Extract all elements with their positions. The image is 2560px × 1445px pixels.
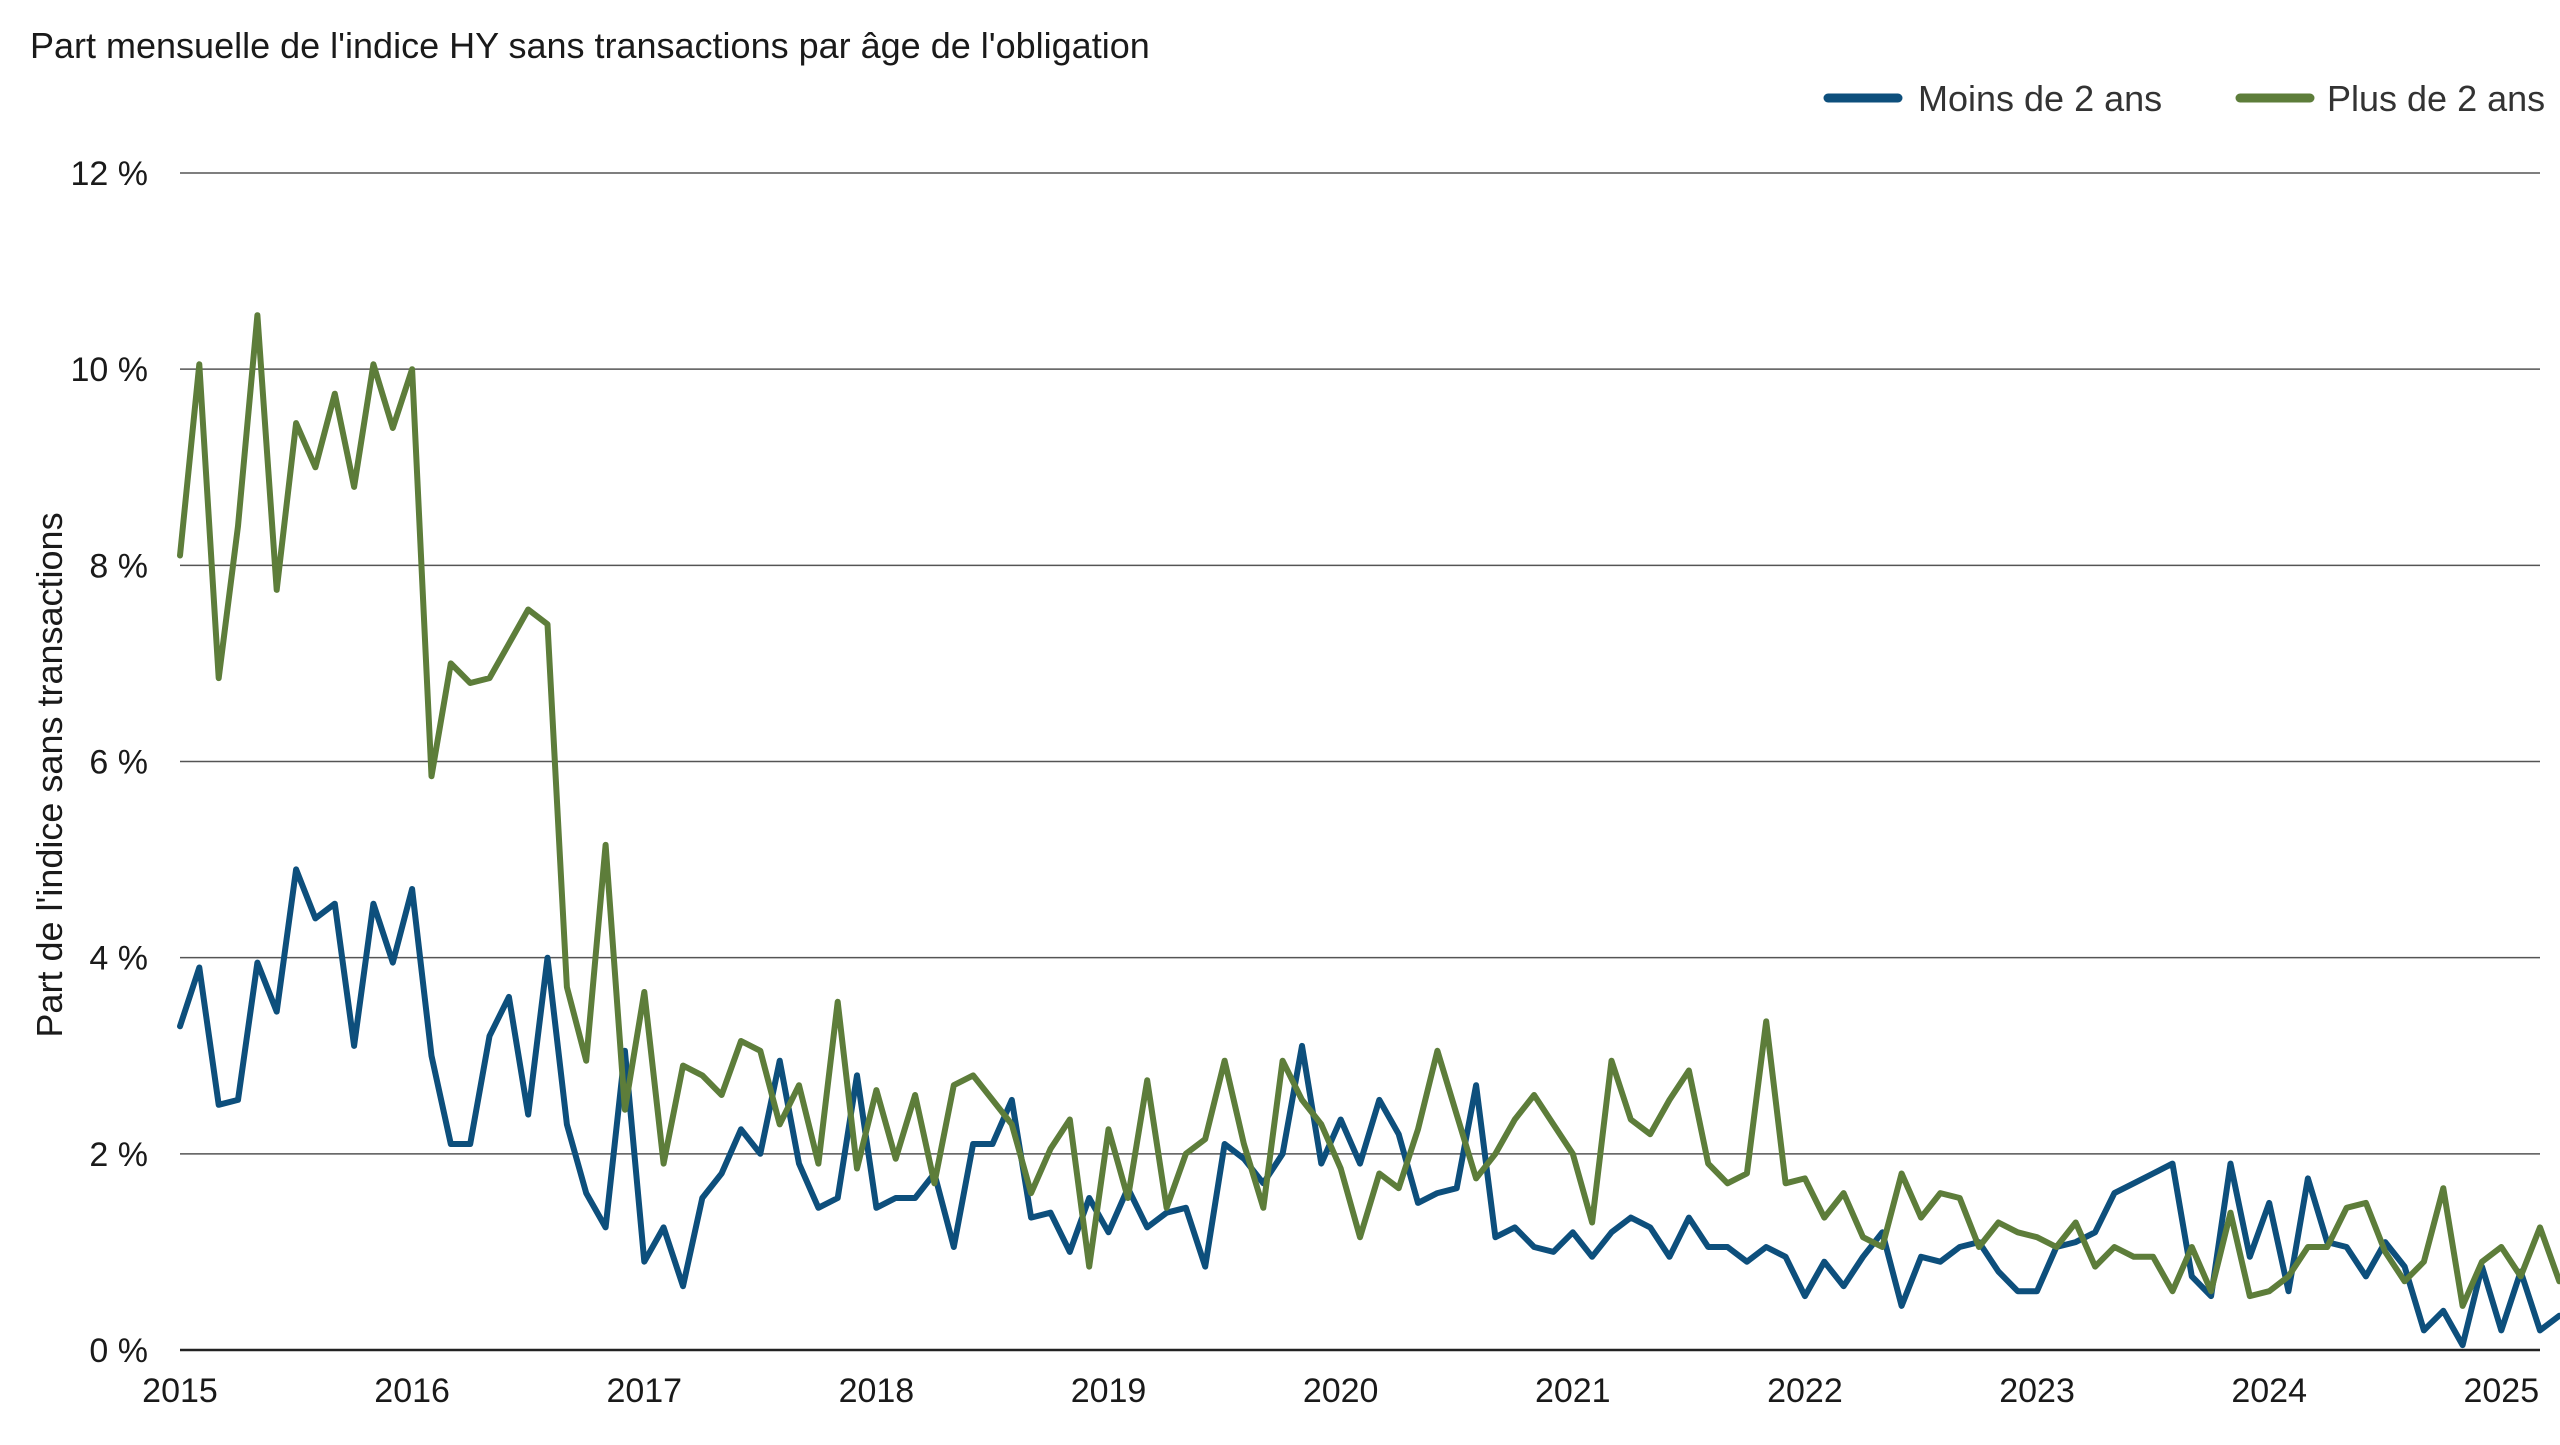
- series-line-plus-de-2-ans: [177, 312, 2560, 1309]
- legend-label-moins-de-2-ans: Moins de 2 ans: [1918, 78, 2162, 119]
- y-tick-label: 10 %: [71, 351, 149, 389]
- x-tick-label: 2021: [1535, 1372, 1611, 1410]
- x-tick-label: 2015: [142, 1372, 218, 1410]
- x-tick-label: 2022: [1767, 1372, 1843, 1410]
- y-tick-label: 2 %: [89, 1136, 148, 1174]
- y-tick-label: 8 %: [89, 547, 148, 585]
- y-tick-label: 12 %: [71, 155, 149, 193]
- x-axis-ticks: 2015 2016 2017 2018 2019 2020 2021 2022 2023 2024…: [142, 1372, 2539, 1410]
- x-tick-label: 2024: [2231, 1372, 2307, 1410]
- series-line-moins-de-2-ans: [177, 866, 2560, 1349]
- y-axis-label: Part de l'indice sans transactions: [29, 512, 70, 1037]
- x-tick-label: 2023: [1999, 1372, 2075, 1410]
- x-tick-label: 2019: [1071, 1372, 1147, 1410]
- legend-label-plus-de-2-ans: Plus de 2 ans: [2327, 78, 2545, 119]
- y-tick-label: 6 %: [89, 744, 148, 782]
- x-tick-label: 2025: [2463, 1372, 2539, 1410]
- series-lines: [177, 312, 2560, 1349]
- x-tick-label: 2016: [374, 1372, 450, 1410]
- legend: Moins de 2 ans Plus de 2 ans: [1823, 78, 2545, 119]
- x-tick-label: 2020: [1303, 1372, 1379, 1410]
- gridlines: [180, 172, 2540, 1155]
- y-axis-ticks: 0 % 2 % 4 % 6 % 8 % 10 % 12 %: [71, 155, 149, 1370]
- x-tick-label: 2018: [839, 1372, 915, 1410]
- y-tick-label: 0 %: [89, 1332, 148, 1370]
- y-tick-label: 4 %: [89, 940, 148, 978]
- x-tick-label: 2017: [606, 1372, 682, 1410]
- chart-title: Part mensuelle de l'indice HY sans trans…: [30, 25, 1150, 66]
